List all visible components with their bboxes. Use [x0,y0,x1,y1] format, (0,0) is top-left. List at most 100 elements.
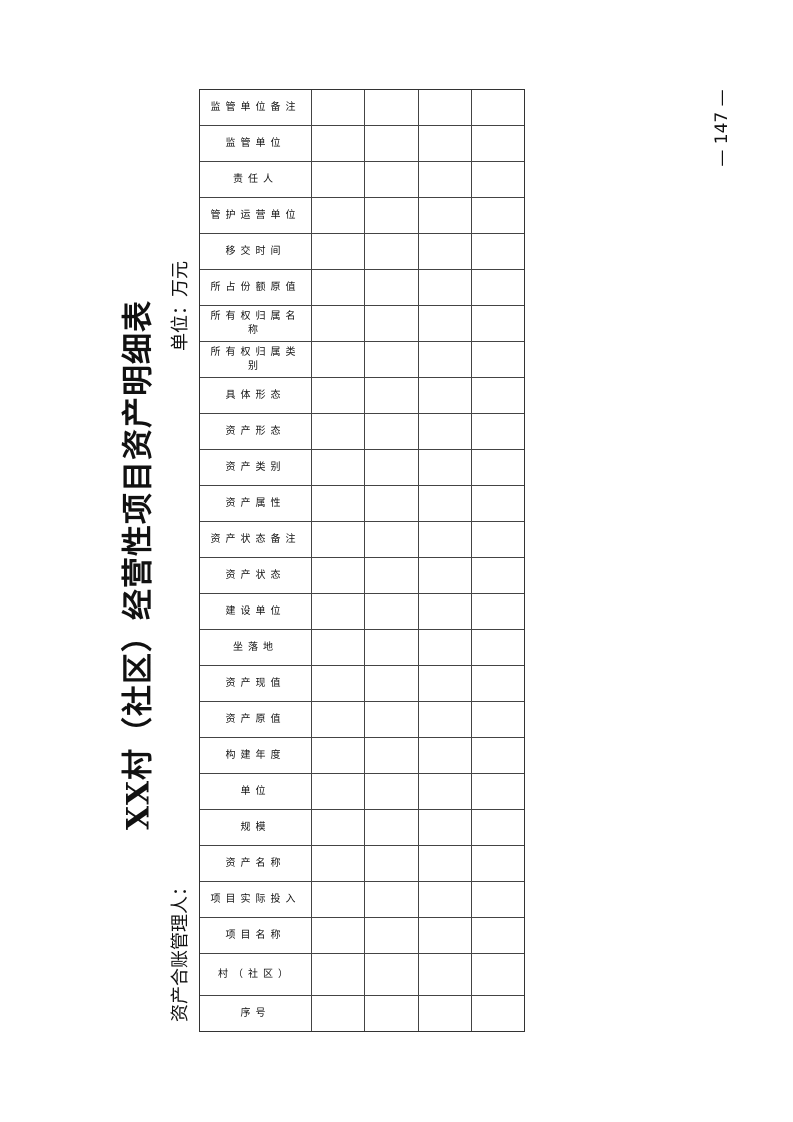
table-cell[interactable] [472,996,524,1031]
table-cell[interactable] [419,846,472,882]
table-cell[interactable] [419,306,472,342]
table-cell[interactable] [312,162,366,198]
table-cell[interactable] [472,702,524,737]
table-cell[interactable] [419,594,472,630]
table-cell[interactable] [365,198,419,234]
table-cell[interactable] [472,342,524,377]
table-cell[interactable] [312,630,366,666]
table-cell[interactable] [312,918,366,954]
table-cell[interactable] [312,306,366,342]
table-cell[interactable] [419,918,472,954]
table-cell[interactable] [472,450,524,485]
table-cell[interactable] [312,738,366,774]
table-cell[interactable] [312,594,366,630]
table-cell[interactable] [419,558,472,594]
table-cell[interactable] [365,450,419,486]
table-cell[interactable] [312,996,366,1031]
table-cell[interactable] [365,90,419,126]
table-cell[interactable] [312,378,366,414]
table-cell[interactable] [365,486,419,522]
table-cell[interactable] [365,594,419,630]
table-cell[interactable] [419,270,472,306]
table-cell[interactable] [419,954,472,995]
table-cell[interactable] [365,270,419,306]
table-cell[interactable] [312,90,366,126]
table-cell[interactable] [312,234,366,270]
table-cell[interactable] [365,882,419,918]
table-cell[interactable] [312,522,366,558]
table-cell[interactable] [419,702,472,738]
table-cell[interactable] [365,666,419,702]
table-cell[interactable] [365,918,419,954]
table-cell[interactable] [312,198,366,234]
table-cell[interactable] [419,450,472,486]
table-cell[interactable] [365,846,419,882]
table-cell[interactable] [312,954,366,995]
table-cell[interactable] [419,90,472,126]
table-cell[interactable] [472,378,524,413]
table-cell[interactable] [312,342,366,378]
table-cell[interactable] [365,996,419,1031]
table-cell[interactable] [312,846,366,882]
table-cell[interactable] [365,810,419,846]
table-cell[interactable] [312,558,366,594]
table-cell[interactable] [472,162,524,197]
table-cell[interactable] [365,774,419,810]
table-cell[interactable] [472,810,524,845]
table-cell[interactable] [312,882,366,918]
table-cell[interactable] [419,738,472,774]
table-cell[interactable] [365,234,419,270]
table-cell[interactable] [365,342,419,378]
table-cell[interactable] [312,126,366,162]
table-cell[interactable] [365,558,419,594]
table-cell[interactable] [472,414,524,449]
table-cell[interactable] [472,126,524,161]
table-cell[interactable] [419,126,472,162]
table-cell[interactable] [472,666,524,701]
table-cell[interactable] [312,702,366,738]
table-cell[interactable] [472,738,524,773]
table-cell[interactable] [472,198,524,233]
table-cell[interactable] [472,234,524,269]
table-cell[interactable] [419,522,472,558]
table-cell[interactable] [365,126,419,162]
table-cell[interactable] [312,270,366,306]
table-cell[interactable] [419,996,472,1031]
table-cell[interactable] [365,306,419,342]
table-cell[interactable] [365,702,419,738]
table-cell[interactable] [312,450,366,486]
table-cell[interactable] [312,810,366,846]
table-cell[interactable] [472,486,524,521]
table-cell[interactable] [419,630,472,666]
table-cell[interactable] [312,666,366,702]
table-cell[interactable] [419,414,472,450]
table-cell[interactable] [472,270,524,305]
table-cell[interactable] [365,378,419,414]
table-cell[interactable] [472,774,524,809]
table-cell[interactable] [365,738,419,774]
table-cell[interactable] [419,486,472,522]
table-cell[interactable] [419,810,472,846]
table-cell[interactable] [419,378,472,414]
table-cell[interactable] [365,522,419,558]
table-cell[interactable] [419,882,472,918]
table-cell[interactable] [472,918,524,953]
table-cell[interactable] [365,414,419,450]
table-cell[interactable] [365,954,419,995]
table-cell[interactable] [472,882,524,917]
table-cell[interactable] [472,954,524,995]
table-cell[interactable] [472,306,524,341]
table-cell[interactable] [472,90,524,125]
table-cell[interactable] [419,162,472,198]
table-cell[interactable] [312,774,366,810]
table-cell[interactable] [419,234,472,270]
table-cell[interactable] [472,558,524,593]
table-cell[interactable] [419,198,472,234]
table-cell[interactable] [312,486,366,522]
table-cell[interactable] [472,846,524,881]
table-cell[interactable] [472,630,524,665]
table-cell[interactable] [419,666,472,702]
table-cell[interactable] [365,162,419,198]
table-cell[interactable] [419,774,472,810]
table-cell[interactable] [365,630,419,666]
